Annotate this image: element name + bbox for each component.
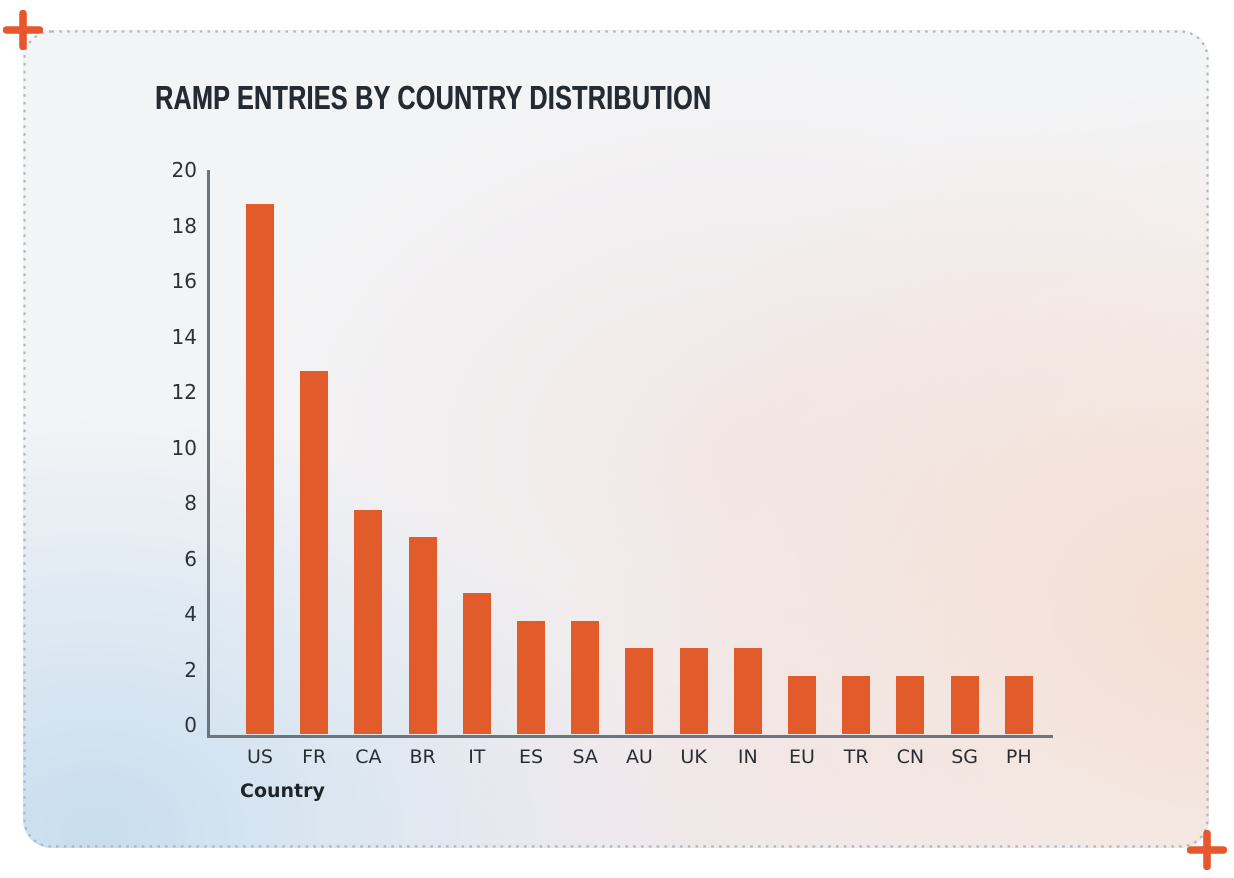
- x-tick-label-br: BR: [409, 746, 436, 768]
- y-tick-label: 2: [184, 657, 197, 682]
- chart-card: RAMP ENTRIES BY COUNTRY DISTRIBUTION 0 2 4…: [23, 30, 1209, 848]
- x-tick-label-au: AU: [625, 746, 653, 768]
- y-tick-label: 4: [184, 602, 197, 626]
- x-tick-label-es: ES: [518, 746, 544, 768]
- x-tick-label-us: US: [247, 746, 273, 768]
- x-axis-line: [207, 735, 1053, 738]
- y-tick-label: 20: [171, 158, 197, 182]
- bar-au: [625, 648, 654, 734]
- x-tick-label-in: IN: [737, 746, 758, 768]
- y-tick-label: 18: [171, 213, 197, 238]
- bar-in: [733, 648, 762, 734]
- bar-ca: [354, 509, 383, 734]
- x-tick-label-eu: EU: [789, 746, 815, 768]
- bar-ph: [1004, 676, 1033, 734]
- y-tick-label: 6: [184, 546, 197, 571]
- x-axis-title: Country: [240, 780, 325, 802]
- x-tick-label-ph: PH: [1005, 746, 1032, 768]
- plus-icon: [3, 10, 43, 50]
- bar-fr: [300, 370, 329, 734]
- y-axis-line: [207, 170, 210, 737]
- bar-cn: [896, 676, 925, 734]
- bar-us: [246, 204, 274, 734]
- y-tick-label: 14: [171, 324, 197, 349]
- bar-it: [462, 592, 491, 734]
- bar-tr: [842, 676, 871, 734]
- bar-eu: [788, 676, 816, 734]
- plus-icon: [1187, 830, 1227, 870]
- chart-title: RAMP ENTRIES BY COUNTRY DISTRIBUTION: [155, 79, 712, 116]
- bar-sa: [571, 620, 600, 734]
- x-tick-label-fr: FR: [302, 746, 327, 768]
- y-tick-label: 12: [171, 380, 197, 404]
- bar-sg: [950, 676, 979, 734]
- x-tick-label-cn: CN: [896, 746, 925, 768]
- x-tick-label-tr: TR: [843, 746, 869, 768]
- x-tick-label-sg: SG: [951, 746, 978, 768]
- y-tick-label: 8: [184, 491, 197, 515]
- y-tick-label: 16: [171, 269, 197, 293]
- x-tick-label-uk: UK: [680, 746, 707, 768]
- bar-uk: [679, 648, 708, 734]
- y-tick-label: 10: [171, 435, 197, 460]
- y-tick-label: 0: [184, 713, 197, 737]
- bar-br: [408, 537, 437, 734]
- x-tick-label-sa: SA: [572, 746, 598, 768]
- bar-es: [517, 620, 545, 734]
- x-tick-label-it: IT: [468, 746, 486, 768]
- x-tick-label-ca: CA: [355, 746, 382, 768]
